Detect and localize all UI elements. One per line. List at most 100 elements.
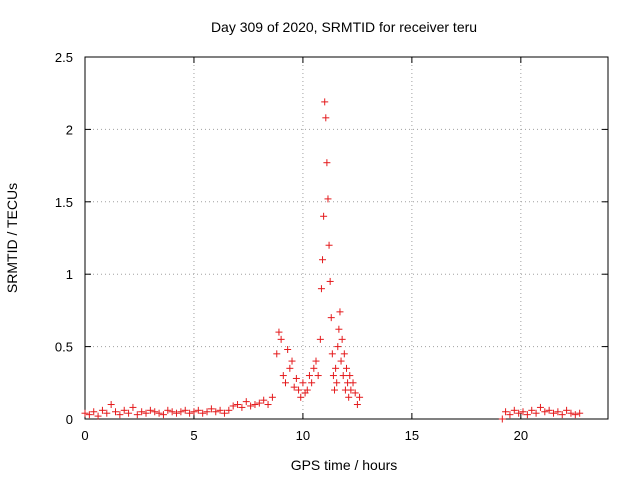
y-tick-label: 2 [66,122,73,137]
x-tick-label: 10 [296,428,310,443]
data-point [324,195,332,203]
data-point [273,350,281,358]
data-point [168,408,176,416]
data-point [251,401,259,409]
data-point [356,393,364,401]
grid [85,57,608,419]
data-point [346,372,354,380]
data-point [90,408,98,416]
data-point [334,343,342,351]
data-point [220,409,228,417]
data-point [335,325,343,333]
data-point [288,357,296,365]
data-point [133,411,141,419]
data-point [234,401,242,409]
data-point [528,406,536,414]
data-point [349,379,357,387]
x-tick-label: 15 [405,428,419,443]
data-point [308,379,316,387]
data-point [558,411,566,419]
data-point [260,396,268,404]
y-tick-label: 1.5 [55,195,73,210]
data-point [120,406,128,414]
data-point [316,335,324,343]
data-point [125,409,133,417]
data-point [290,383,298,391]
y-tick-label: 1 [66,267,73,282]
data-point [519,408,527,416]
data-point [142,409,150,417]
data-point [329,372,337,380]
data-point [292,374,300,382]
data-point [328,350,336,358]
data-point [353,401,361,409]
data-point [331,386,339,394]
y-tick-label: 0 [66,412,73,427]
data-point [303,386,311,394]
data-point [563,406,571,414]
data-point [181,406,189,414]
data-point [138,408,146,416]
data-point [576,409,584,417]
data-point [216,406,224,414]
x-axis-label: GPS time / hours [291,457,398,473]
data-point [317,285,325,293]
data-point [515,409,523,417]
data-point [255,399,263,407]
data-point [238,403,246,411]
data-point [281,379,289,387]
data-point [155,409,163,417]
data-point [81,409,89,417]
data-point [295,386,303,394]
data-point [186,409,194,417]
data-point [338,335,346,343]
data-point [506,411,514,419]
data-point [229,402,237,410]
data-point [159,411,167,419]
data-point [203,408,211,416]
data-point [112,408,120,416]
data-point [173,409,181,417]
data-point [199,409,207,417]
data-point [314,372,322,380]
data-point [340,350,348,358]
data-point [284,345,292,353]
data-point [567,409,575,417]
data-point [275,328,283,336]
data-point [333,379,341,387]
data-point [351,389,359,397]
data-point [305,372,313,380]
chart-title: Day 309 of 2020, SRMTID for receiver ter… [211,19,477,35]
data-point [319,256,327,264]
data-point [268,393,276,401]
data-point [502,408,510,416]
data-point [286,364,294,372]
data-point [299,379,307,387]
data-point [337,357,345,365]
data-point [103,409,111,417]
data-point [320,212,328,220]
data-point [190,408,198,416]
data-point [225,406,233,414]
data-point [277,335,285,343]
data-point [177,408,185,416]
data-point [247,402,255,410]
data-point [323,159,331,167]
y-axis-label: SRMTID / TECUs [4,183,20,293]
data-point [498,415,506,423]
data-point [312,357,320,365]
axis-ticks: 0 5 10 15 20 0 0.5 1 1.5 2 2.5 [55,50,608,443]
data-point [242,398,250,406]
data-point [322,114,330,122]
data-point [343,364,350,372]
data-points [81,98,584,423]
data-point [332,364,340,372]
data-point [85,411,93,419]
data-point [279,372,287,380]
data-point [94,412,102,420]
data-point [310,364,318,372]
data-point [321,98,329,106]
data-point [541,408,549,416]
data-point [194,406,202,414]
